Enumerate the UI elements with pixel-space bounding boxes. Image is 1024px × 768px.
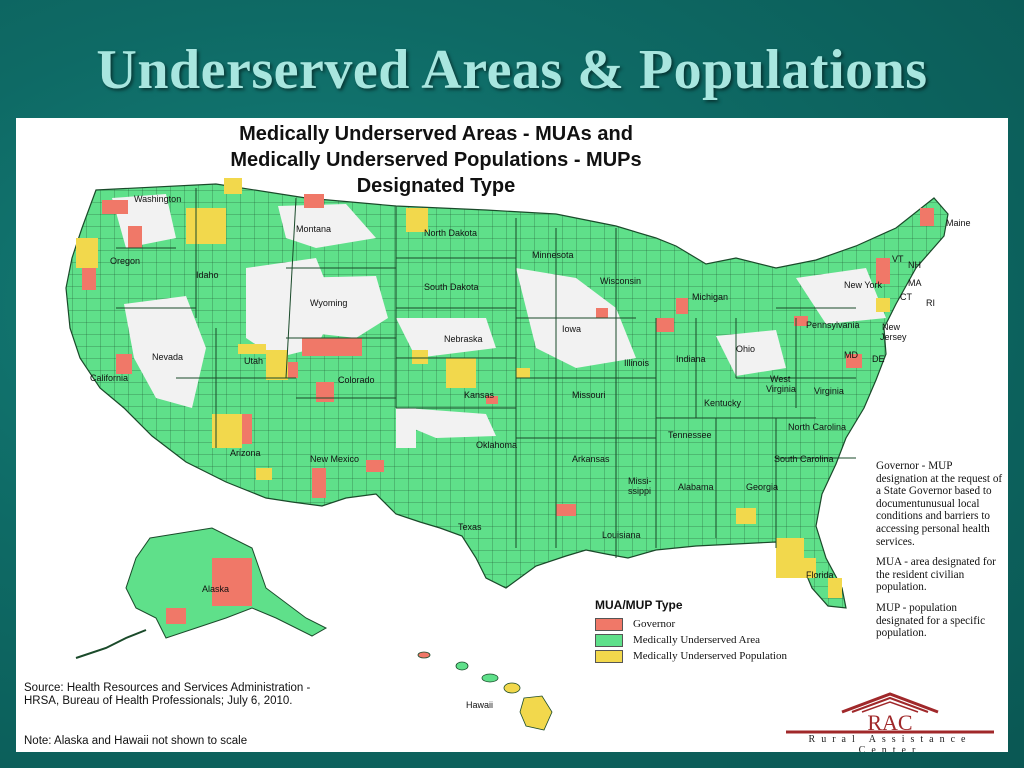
label-ma: MA bbox=[908, 278, 922, 288]
label-arizona: Arizona bbox=[230, 448, 261, 458]
unshaded-area-montana bbox=[278, 204, 376, 248]
label-virginia: Virginia bbox=[814, 386, 844, 396]
legend-heading: MUA/MUP Type bbox=[595, 598, 683, 612]
rac-tagline: Rural Assistance Center bbox=[808, 734, 972, 752]
slide-title: Underserved Areas & Populations bbox=[96, 39, 928, 101]
label-oregon: Oregon bbox=[110, 256, 140, 266]
unshaded-area-texas bbox=[396, 408, 416, 448]
alaska-governor-area bbox=[212, 558, 252, 606]
label-oklahoma: Oklahoma bbox=[476, 440, 517, 450]
label-pennsylvania: Pennsylvania bbox=[806, 320, 860, 330]
label-new-mexico: New Mexico bbox=[310, 454, 359, 464]
map-title-line3: Designated Type bbox=[356, 175, 516, 197]
rac-logo-wordmark: RAC bbox=[867, 710, 912, 734]
label-north-dakota: North Dakota bbox=[424, 228, 477, 238]
label-west-virginia-1: West bbox=[770, 374, 791, 384]
label-new-jersey-2: Jersey bbox=[880, 332, 907, 342]
label-wisconsin: Wisconsin bbox=[600, 276, 641, 286]
label-nevada: Nevada bbox=[152, 352, 183, 362]
unshaded-area-ne bbox=[396, 318, 496, 358]
label-wyoming: Wyoming bbox=[310, 298, 347, 308]
label-minnesota: Minnesota bbox=[532, 250, 574, 260]
map-title: Medically Underserved Areas - MUAs and M… bbox=[166, 121, 706, 199]
legend-item-mup: Medically Underserved Population bbox=[595, 648, 851, 664]
unshaded-area-wyoming bbox=[288, 276, 388, 338]
source-citation: Source: Health Resources and Services Ad… bbox=[24, 682, 311, 707]
unshaded-area-ohio bbox=[716, 330, 786, 376]
label-south-carolina: South Carolina bbox=[774, 454, 834, 464]
label-louisiana: Louisiana bbox=[602, 530, 641, 540]
label-nebraska: Nebraska bbox=[444, 334, 483, 344]
label-missouri: Missouri bbox=[572, 390, 606, 400]
state-borders bbox=[116, 188, 856, 558]
label-ri: RI bbox=[926, 298, 935, 308]
label-maine: Maine bbox=[946, 218, 971, 228]
label-arkansas: Arkansas bbox=[572, 454, 610, 464]
legend-label-mup: Medically Underserved Population bbox=[633, 650, 787, 662]
definitions-notes: Governor - MUP designation at the reques… bbox=[876, 460, 1004, 648]
unshaded-area-nevada bbox=[124, 296, 206, 408]
unshaded-area-kansas bbox=[406, 408, 496, 438]
unshaded-area-ny bbox=[796, 268, 886, 324]
legend-swatch-mua bbox=[595, 633, 623, 647]
aleutian-islands bbox=[75, 629, 147, 659]
label-alaska: Alaska bbox=[202, 584, 229, 594]
scale-note: Note: Alaska and Hawaii not shown to sca… bbox=[24, 735, 248, 747]
label-ct: CT bbox=[900, 292, 912, 302]
note-mup: MUP - population designated for a specif… bbox=[876, 601, 986, 640]
label-indiana: Indiana bbox=[676, 354, 706, 364]
legend-item-governor: Governor bbox=[595, 616, 851, 632]
label-california: California bbox=[90, 373, 128, 383]
label-illinois: Illinois bbox=[624, 358, 650, 368]
label-alabama: Alabama bbox=[678, 482, 714, 492]
label-kansas: Kansas bbox=[464, 390, 495, 400]
legend-label-mua: Medically Underserved Area bbox=[633, 634, 761, 646]
label-georgia: Georgia bbox=[746, 482, 778, 492]
map-panel: Washington Oregon Idaho Montana Wyoming … bbox=[16, 118, 1008, 752]
rac-logo: RAC Rural Assistance Center bbox=[782, 690, 998, 752]
label-mississippi-2: ssippi bbox=[628, 486, 651, 496]
label-north-carolina: North Carolina bbox=[788, 422, 846, 432]
rac-logo-graphic: RAC bbox=[786, 692, 994, 735]
state-labels: Washington Oregon Idaho Montana Wyoming … bbox=[90, 194, 971, 710]
label-washington: Washington bbox=[134, 194, 181, 204]
label-tennessee: Tennessee bbox=[668, 430, 712, 440]
label-florida: Florida bbox=[806, 570, 834, 580]
map-title-line2: Medically Underserved Populations - MUPs bbox=[230, 149, 642, 171]
map-title-line1: Medically Underserved Areas - MUAs and bbox=[239, 123, 633, 145]
label-idaho: Idaho bbox=[196, 270, 219, 280]
note-governor: Governor - MUP designation at the reques… bbox=[876, 460, 1003, 548]
note-mua: MUA - area designated for the resident c… bbox=[876, 556, 996, 594]
label-hawaii: Hawaii bbox=[466, 700, 493, 710]
label-md: MD bbox=[844, 350, 858, 360]
label-montana: Montana bbox=[296, 224, 331, 234]
label-de: DE bbox=[872, 354, 885, 364]
legend-swatch-mup bbox=[595, 649, 623, 663]
legend-swatch-governor bbox=[595, 617, 623, 631]
legend-item-mua: Medically Underserved Area bbox=[595, 632, 851, 648]
alaska-governor-area-2 bbox=[166, 608, 186, 624]
label-michigan: Michigan bbox=[692, 292, 728, 302]
label-ohio: Ohio bbox=[736, 344, 755, 354]
label-vt: VT bbox=[892, 254, 904, 264]
hawaii-islands bbox=[417, 651, 553, 731]
label-iowa: Iowa bbox=[562, 324, 581, 334]
label-texas: Texas bbox=[458, 522, 482, 532]
label-west-virginia-2: Virginia bbox=[766, 384, 796, 394]
label-kentucky: Kentucky bbox=[704, 398, 742, 408]
mup-areas bbox=[76, 178, 890, 598]
label-nh: NH bbox=[908, 260, 921, 270]
label-utah: Utah bbox=[244, 356, 263, 366]
label-new-york: New York bbox=[844, 280, 883, 290]
label-mississippi-1: Missi- bbox=[628, 476, 652, 486]
label-new-jersey-1: New bbox=[882, 322, 901, 332]
legend-label-governor: Governor bbox=[633, 618, 676, 630]
label-south-dakota: South Dakota bbox=[424, 282, 479, 292]
us-map: Washington Oregon Idaho Montana Wyoming … bbox=[65, 178, 971, 731]
label-colorado: Colorado bbox=[338, 375, 375, 385]
map-legend: MUA/MUP Type Governor Medically Underser… bbox=[581, 598, 851, 664]
